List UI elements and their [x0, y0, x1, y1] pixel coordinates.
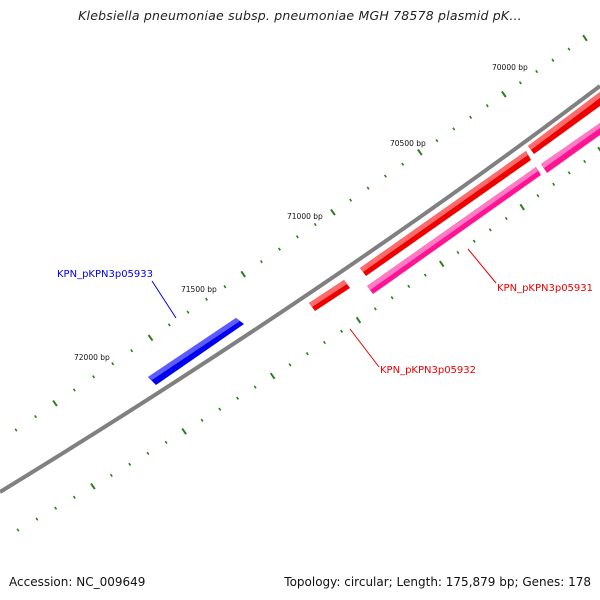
major-tick — [181, 428, 187, 435]
major-tick — [269, 372, 276, 380]
major-tick — [597, 146, 600, 152]
minor-tick — [130, 349, 134, 353]
minor-tick — [14, 428, 18, 432]
minor-tick — [205, 297, 208, 301]
minor-tick — [313, 222, 317, 227]
minor-tick — [567, 47, 571, 51]
minor-tick — [401, 162, 405, 166]
minor-tick — [109, 473, 113, 478]
minor-tick — [253, 385, 257, 389]
minor-tick — [485, 104, 489, 108]
minor-tick — [295, 235, 299, 239]
minor-tick — [54, 506, 58, 510]
minor-tick — [92, 375, 96, 379]
gene-labels: KPN_pKPN3p05933 KPN_pKPN3p05932 KPN_pKPN… — [57, 248, 593, 376]
leader-line-05932 — [349, 328, 380, 368]
minor-tick — [72, 495, 76, 499]
gene-pink-lower[interactable] — [367, 167, 541, 294]
plasmid-backbone — [0, 84, 600, 494]
tick-marks — [14, 34, 600, 532]
minor-tick — [16, 528, 20, 532]
minor-tick — [373, 307, 377, 311]
minor-tick — [164, 440, 168, 445]
minor-tick — [72, 388, 76, 392]
minor-tick — [323, 340, 326, 345]
ruler-label-72000: 72000 bp — [74, 353, 110, 362]
minor-tick — [305, 352, 309, 356]
ruler-labels: 70000 bp 70500 bp 71000 bp 71500 bp 7200… — [74, 63, 528, 362]
minor-tick — [349, 198, 353, 202]
ruler-label-70000: 70000 bp — [492, 63, 528, 72]
gene-red-top-right[interactable] — [528, 92, 600, 154]
minor-tick — [223, 285, 227, 289]
minor-tick — [551, 58, 555, 62]
minor-tick — [535, 69, 539, 74]
minor-tick — [218, 407, 222, 411]
minor-tick — [146, 451, 150, 456]
minor-tick — [456, 250, 460, 255]
gene-label-05933: KPN_pKPN3p05933 — [57, 269, 153, 280]
ruler-label-71000: 71000 bp — [287, 212, 323, 221]
major-tick — [501, 90, 507, 98]
gene-label-05931: KPN_pKPN3p05931 — [497, 283, 593, 294]
major-tick — [417, 148, 423, 156]
gene-pink-top-right[interactable] — [541, 123, 600, 173]
minor-tick — [518, 81, 522, 85]
major-tick — [519, 203, 525, 211]
minor-tick — [111, 362, 115, 366]
minor-tick — [488, 228, 492, 232]
minor-tick — [340, 329, 344, 333]
gene-label-05932: KPN_pKPN3p05932 — [380, 365, 476, 376]
minor-tick — [366, 186, 370, 190]
minor-tick — [259, 259, 263, 264]
minor-tick — [383, 174, 387, 178]
minor-tick — [435, 138, 439, 143]
minor-tick — [452, 127, 456, 131]
minor-tick — [200, 418, 204, 422]
gene-features — [148, 92, 600, 385]
accession-text: Accession: NC_009649 — [9, 575, 146, 589]
minor-tick — [236, 396, 240, 400]
major-tick — [240, 270, 246, 278]
major-tick — [330, 208, 336, 216]
gene-KPN_pKPN3p05932[interactable] — [309, 280, 350, 311]
page-title: Klebsiella pneumoniae subsp. pneumoniae … — [78, 8, 522, 23]
minor-tick — [552, 182, 556, 186]
minor-tick — [536, 194, 540, 198]
gene-KPN_pKPN3p05931[interactable] — [360, 151, 531, 276]
minor-tick — [469, 115, 473, 119]
minor-tick — [407, 284, 411, 289]
minor-tick — [504, 216, 508, 221]
major-tick — [582, 34, 588, 42]
minor-tick — [128, 462, 132, 467]
major-tick — [90, 482, 96, 490]
major-tick — [438, 260, 445, 268]
ruler-label-70500: 70500 bp — [390, 139, 426, 148]
minor-tick — [472, 239, 476, 243]
ruler-label-71500: 71500 bp — [181, 285, 217, 294]
leader-line-05931 — [467, 248, 497, 284]
leader-line-05933 — [151, 280, 177, 319]
major-tick — [355, 316, 362, 324]
minor-tick — [186, 310, 190, 314]
minor-tick — [277, 247, 281, 251]
minor-tick — [35, 517, 39, 521]
minor-tick — [567, 171, 571, 175]
minor-tick — [390, 296, 394, 300]
minor-tick — [167, 323, 171, 327]
minor-tick — [583, 159, 587, 164]
minor-tick — [34, 414, 38, 419]
minor-tick — [423, 273, 427, 277]
major-tick — [147, 334, 154, 342]
gene-KPN_pKPN3p05933[interactable] — [148, 318, 244, 385]
summary-text: Topology: circular; Length: 175,879 bp; … — [284, 575, 591, 589]
minor-tick — [288, 363, 292, 367]
major-tick — [52, 399, 58, 407]
